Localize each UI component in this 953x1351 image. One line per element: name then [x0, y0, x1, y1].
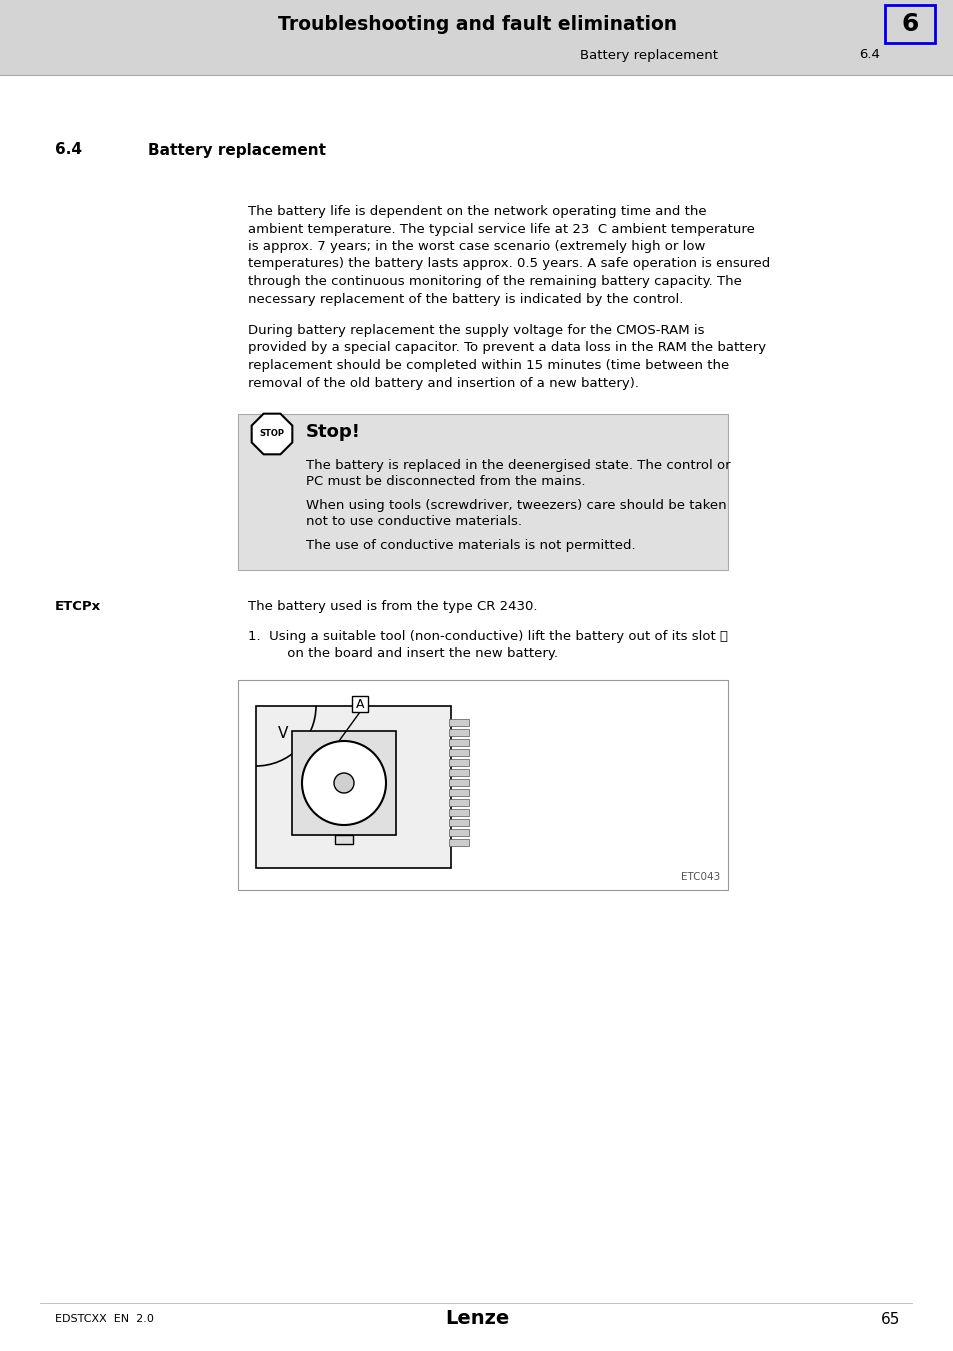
Text: replacement should be completed within 15 minutes (time between the: replacement should be completed within 1…: [248, 359, 728, 372]
Text: provided by a special capacitor. To prevent a data loss in the RAM the battery: provided by a special capacitor. To prev…: [248, 342, 765, 354]
FancyBboxPatch shape: [237, 680, 727, 890]
Circle shape: [334, 773, 354, 793]
FancyBboxPatch shape: [335, 835, 353, 844]
Text: through the continuous monitoring of the remaining battery capacity. The: through the continuous monitoring of the…: [248, 276, 741, 288]
Text: 65: 65: [880, 1312, 899, 1327]
Text: A: A: [355, 697, 364, 711]
FancyBboxPatch shape: [449, 839, 469, 846]
Text: ambient temperature. The typcial service life at 23  C ambient temperature: ambient temperature. The typcial service…: [248, 223, 754, 235]
Text: V: V: [277, 725, 288, 740]
Text: Lenze: Lenze: [444, 1309, 509, 1328]
FancyBboxPatch shape: [449, 719, 469, 725]
Text: ETCPx: ETCPx: [55, 600, 101, 613]
FancyBboxPatch shape: [292, 731, 395, 835]
FancyBboxPatch shape: [449, 798, 469, 807]
Text: 6.4: 6.4: [55, 142, 82, 158]
FancyBboxPatch shape: [449, 780, 469, 786]
FancyBboxPatch shape: [0, 0, 953, 76]
Text: The use of conductive materials is not permitted.: The use of conductive materials is not p…: [306, 539, 635, 553]
FancyBboxPatch shape: [449, 819, 469, 825]
FancyBboxPatch shape: [449, 748, 469, 757]
FancyBboxPatch shape: [449, 809, 469, 816]
FancyBboxPatch shape: [352, 696, 368, 712]
Text: Battery replacement: Battery replacement: [579, 49, 718, 62]
FancyBboxPatch shape: [449, 759, 469, 766]
Text: 6.4: 6.4: [859, 49, 880, 62]
Text: The battery is replaced in the deenergised state. The control or: The battery is replaced in the deenergis…: [306, 459, 730, 471]
Text: Troubleshooting and fault elimination: Troubleshooting and fault elimination: [278, 15, 677, 35]
FancyBboxPatch shape: [449, 730, 469, 736]
Text: temperatures) the battery lasts approx. 0.5 years. A safe operation is ensured: temperatures) the battery lasts approx. …: [248, 258, 769, 270]
FancyBboxPatch shape: [449, 830, 469, 836]
Text: The battery used is from the type CR 2430.: The battery used is from the type CR 243…: [248, 600, 537, 613]
Circle shape: [302, 740, 386, 825]
Text: The battery life is dependent on the network operating time and the: The battery life is dependent on the net…: [248, 205, 706, 218]
Text: necessary replacement of the battery is indicated by the control.: necessary replacement of the battery is …: [248, 293, 682, 305]
Text: During battery replacement the supply voltage for the CMOS-RAM is: During battery replacement the supply vo…: [248, 324, 703, 336]
Text: not to use conductive materials.: not to use conductive materials.: [306, 515, 521, 528]
FancyBboxPatch shape: [449, 769, 469, 775]
Text: PC must be disconnected from the mains.: PC must be disconnected from the mains.: [306, 476, 585, 488]
Text: Stop!: Stop!: [306, 423, 360, 440]
Text: When using tools (screwdriver, tweezers) care should be taken: When using tools (screwdriver, tweezers)…: [306, 499, 726, 512]
Text: on the board and insert the new battery.: on the board and insert the new battery.: [266, 647, 558, 661]
FancyBboxPatch shape: [884, 5, 934, 43]
FancyBboxPatch shape: [237, 413, 727, 570]
Text: STOP: STOP: [259, 430, 284, 439]
Text: EDSTCXX  EN  2.0: EDSTCXX EN 2.0: [55, 1315, 153, 1324]
Text: Battery replacement: Battery replacement: [148, 142, 326, 158]
FancyBboxPatch shape: [449, 789, 469, 796]
Text: ETC043: ETC043: [680, 871, 720, 882]
Polygon shape: [252, 413, 292, 454]
Text: 6: 6: [901, 12, 918, 36]
FancyBboxPatch shape: [449, 739, 469, 746]
Text: 1.  Using a suitable tool (non-conductive) lift the battery out of its slot Ⓐ: 1. Using a suitable tool (non-conductive…: [248, 630, 727, 643]
FancyBboxPatch shape: [255, 707, 451, 867]
Text: is approx. 7 years; in the worst case scenario (extremely high or low: is approx. 7 years; in the worst case sc…: [248, 240, 704, 253]
Text: removal of the old battery and insertion of a new battery).: removal of the old battery and insertion…: [248, 377, 639, 389]
